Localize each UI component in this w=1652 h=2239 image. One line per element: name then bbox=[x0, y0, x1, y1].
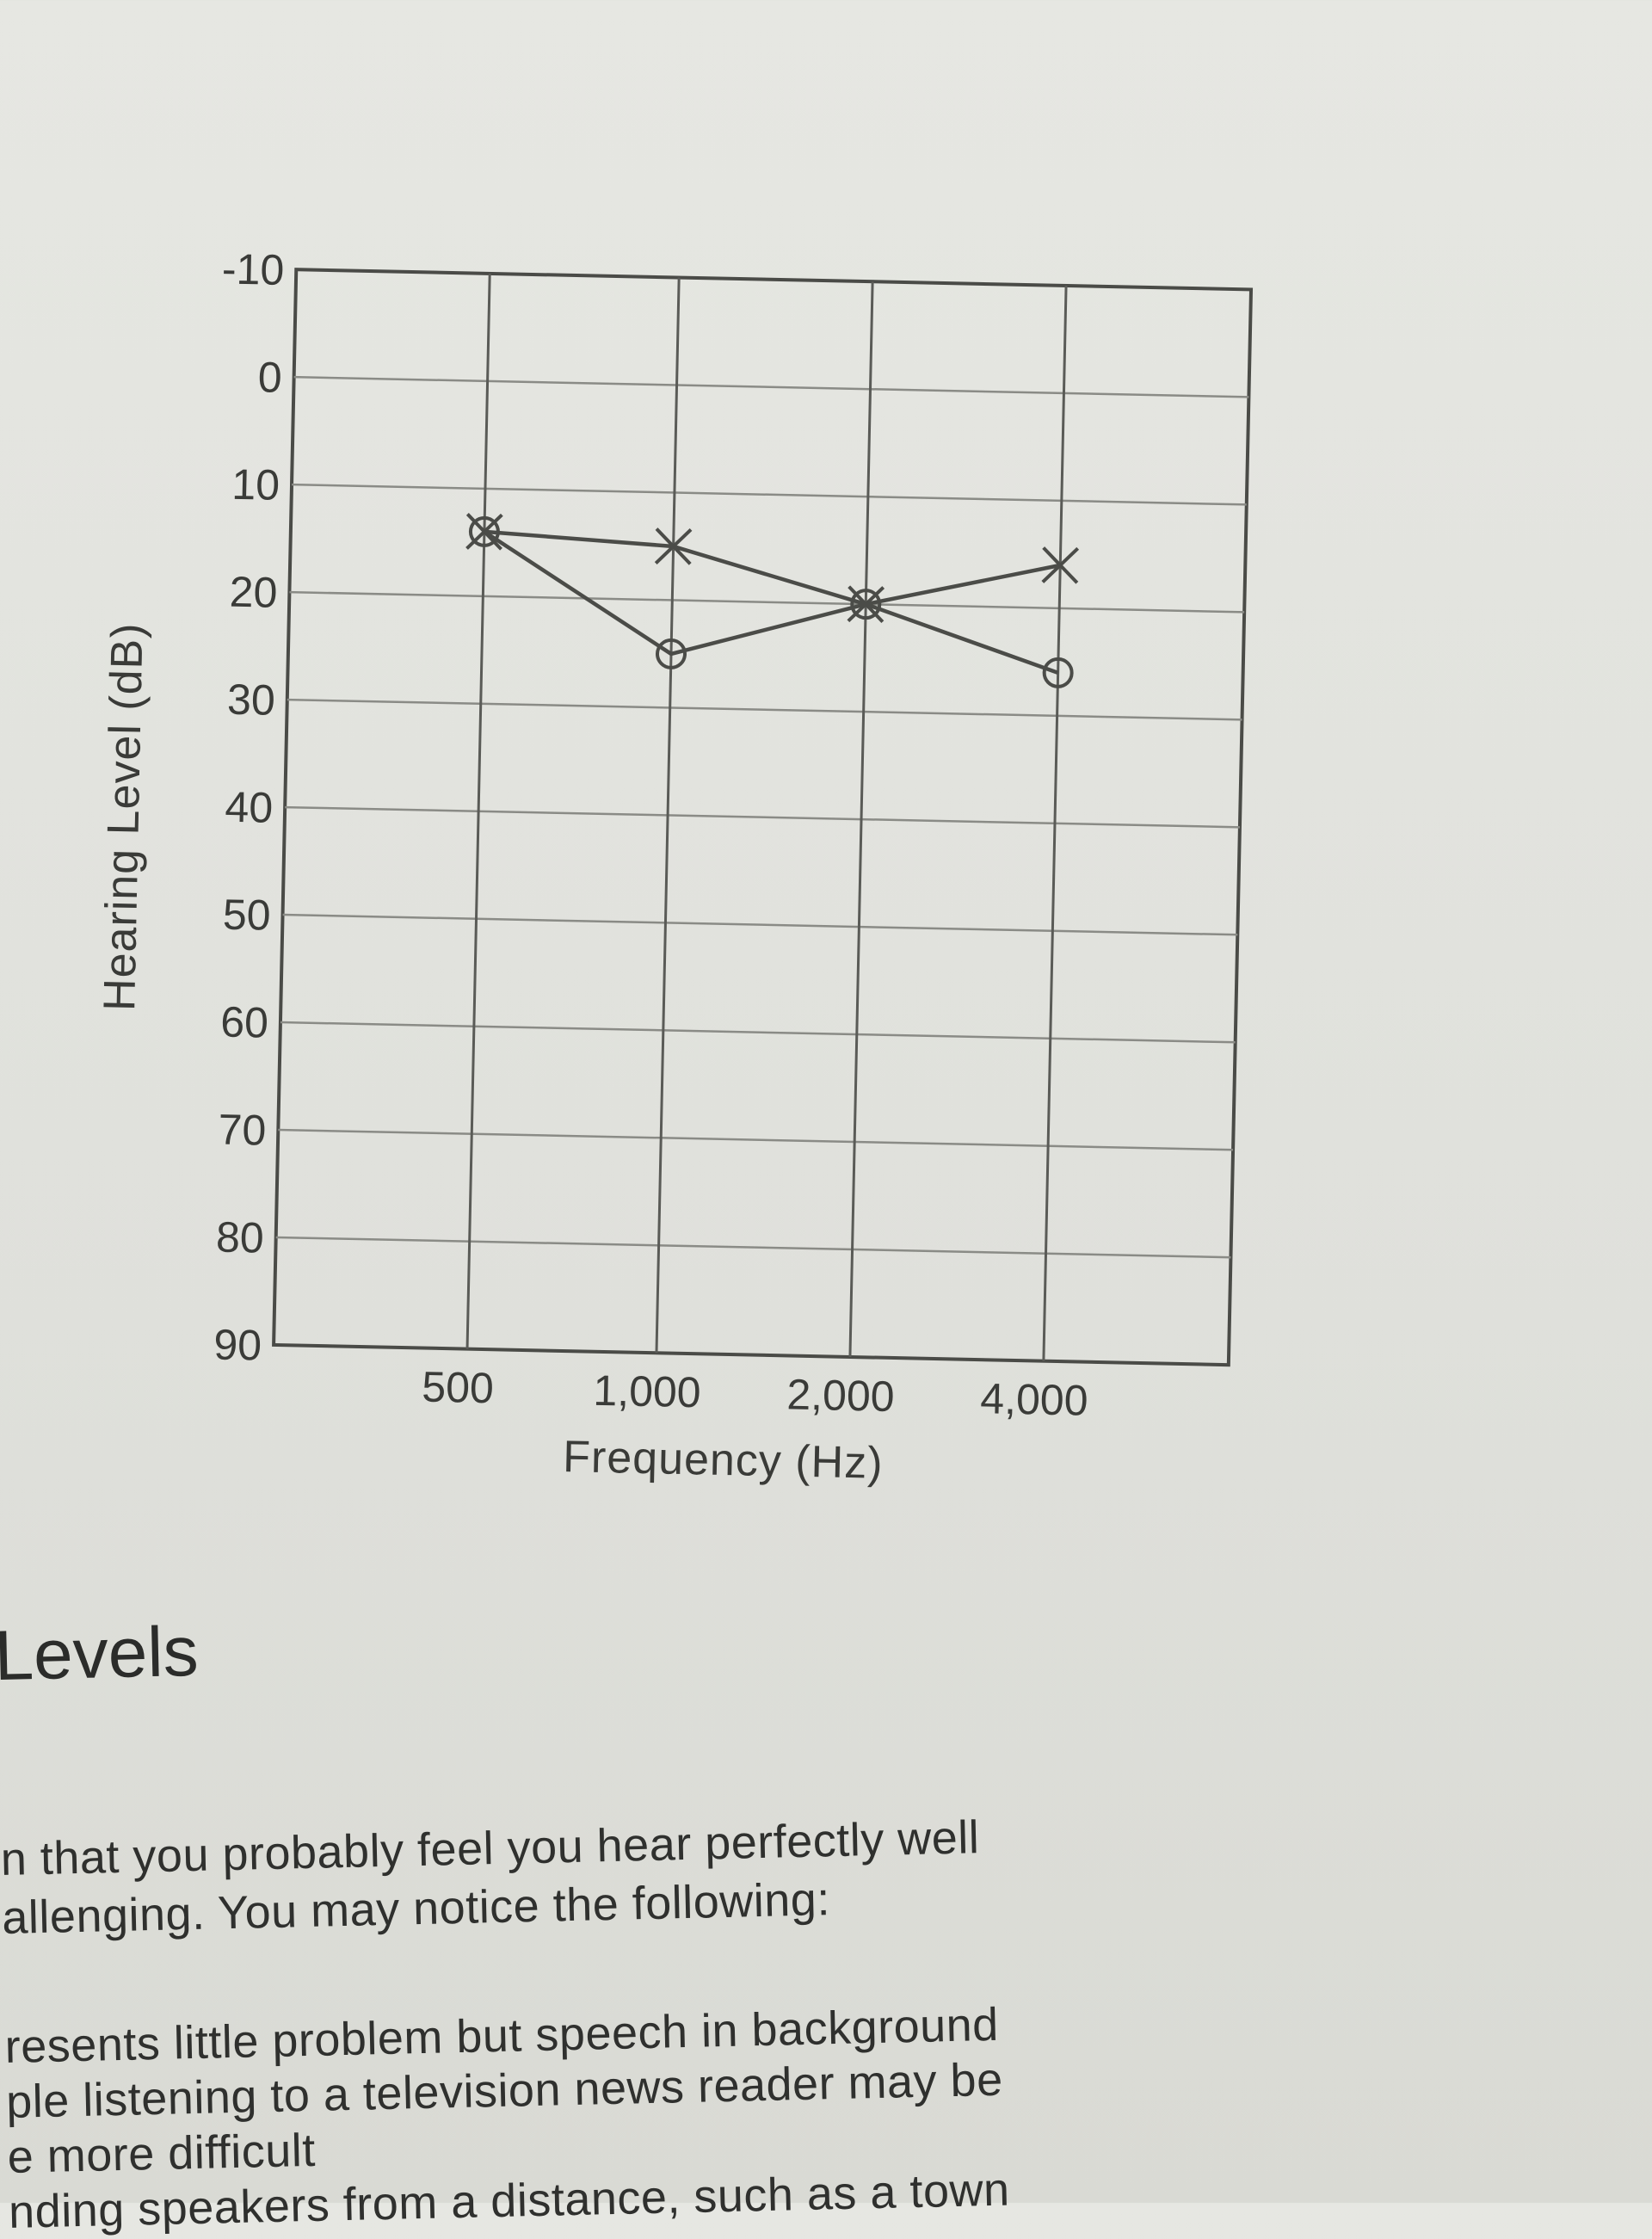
paragraph-line-5: e more difficult bbox=[6, 2124, 317, 2183]
y-tick-label: 20 bbox=[229, 568, 278, 617]
x-axis-ticks: 500 1,000 2,000 4,000 bbox=[422, 1363, 1088, 1425]
y-tick-label: 40 bbox=[225, 783, 274, 832]
y-tick-label: 80 bbox=[215, 1213, 264, 1262]
y-tick-label: 90 bbox=[213, 1320, 262, 1369]
grid-line-v bbox=[1042, 285, 1068, 1361]
grid-line-v bbox=[848, 281, 874, 1357]
grid-line-v bbox=[655, 277, 681, 1354]
grid-line-h bbox=[278, 1128, 1234, 1151]
section-heading: Levels bbox=[0, 1612, 200, 1696]
grid-line-h bbox=[293, 375, 1249, 398]
x-tick-label: 1,000 bbox=[593, 1366, 701, 1417]
x-axis-title: Frequency (Hz) bbox=[563, 1432, 884, 1489]
y-axis-ticks: -10 0 10 20 30 40 50 60 70 80 90 bbox=[213, 244, 285, 1369]
grid-line-h bbox=[287, 698, 1242, 721]
series-line-1 bbox=[484, 529, 1061, 607]
data-point-x-marker bbox=[1041, 546, 1080, 584]
y-tick-label: 10 bbox=[231, 460, 280, 509]
y-tick-label: 30 bbox=[227, 675, 276, 725]
x-tick-label: 500 bbox=[422, 1363, 495, 1413]
y-tick-label: 0 bbox=[257, 353, 282, 402]
x-tick-label: 2,000 bbox=[786, 1370, 895, 1421]
y-tick-label: 70 bbox=[218, 1106, 267, 1155]
body-text-block: Levels n that you probably feel you hear… bbox=[0, 1563, 1652, 2238]
grid-line-v bbox=[465, 273, 491, 1349]
series-line-2 bbox=[483, 529, 1059, 675]
data-point-o-marker bbox=[656, 638, 687, 669]
y-axis-title: Hearing Level (dB) bbox=[95, 622, 152, 1012]
grid-line-h bbox=[282, 913, 1238, 936]
paragraph-line-2: allenging. You may notice the following: bbox=[1, 1873, 831, 1945]
grid-line-h bbox=[275, 1236, 1231, 1259]
y-tick-label: 50 bbox=[222, 891, 271, 940]
y-tick-label: -10 bbox=[221, 244, 284, 294]
chart-grid bbox=[272, 268, 1254, 1367]
grid-line-h bbox=[291, 483, 1247, 506]
data-point-o-marker bbox=[1042, 657, 1074, 688]
x-tick-label: 4,000 bbox=[980, 1374, 1088, 1425]
data-point-x-marker bbox=[654, 527, 693, 565]
data-point-o-marker bbox=[468, 515, 500, 547]
grid-line-h bbox=[289, 590, 1245, 614]
data-point-o-marker bbox=[850, 589, 882, 620]
chart-series bbox=[465, 513, 1080, 688]
grid-line-h bbox=[285, 805, 1240, 829]
paragraph-line-1: n that you probably feel you hear perfec… bbox=[0, 1811, 980, 1886]
y-tick-label: 60 bbox=[220, 998, 269, 1047]
grid-line-h bbox=[280, 1021, 1236, 1044]
